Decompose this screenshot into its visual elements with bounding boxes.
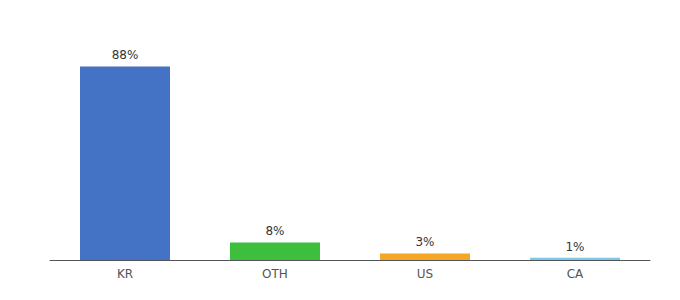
svg-text:US: US <box>417 267 433 281</box>
svg-text:1%: 1% <box>565 240 584 254</box>
svg-text:3%: 3% <box>415 235 434 249</box>
svg-text:88%: 88% <box>112 48 139 62</box>
svg-text:OTH: OTH <box>262 267 288 281</box>
svg-text:CA: CA <box>567 267 584 281</box>
svg-text:8%: 8% <box>265 224 284 238</box>
svg-text:KR: KR <box>117 267 133 281</box>
